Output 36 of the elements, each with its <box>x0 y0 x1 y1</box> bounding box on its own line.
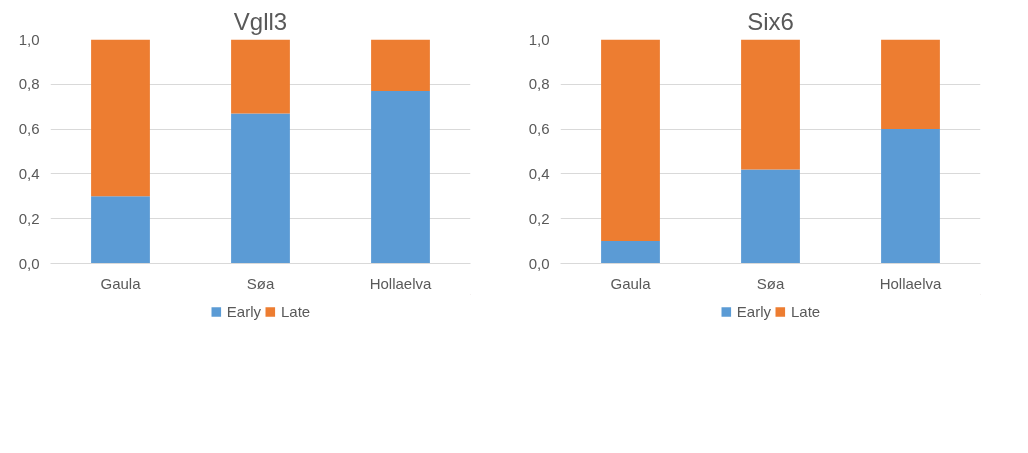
y-tick-label: 0,4 <box>18 164 40 182</box>
legend-label: Late <box>790 302 821 320</box>
x-tick-label: Søa <box>756 274 785 292</box>
y-tick-label: 0,2 <box>528 209 550 227</box>
y-tick-label: 0,4 <box>528 164 550 182</box>
y-tick-label: 0,8 <box>18 75 40 93</box>
y-tick-label: 0,0 <box>18 254 40 272</box>
bar <box>881 129 940 264</box>
bar <box>231 39 290 114</box>
x-tick-label: Hollaelva <box>879 274 943 292</box>
bar <box>881 39 940 130</box>
bar <box>741 169 800 264</box>
chart-title: Six6 <box>747 7 794 35</box>
y-tick-label: 1,0 <box>528 30 550 48</box>
bar <box>371 39 430 92</box>
bar <box>601 39 660 242</box>
bar <box>231 113 290 264</box>
legend-label: Late <box>280 302 311 320</box>
bar <box>371 91 430 264</box>
x-tick-label: Gaula <box>100 274 142 292</box>
legend-label: Early <box>736 302 771 320</box>
y-tick-label: 0,0 <box>528 254 550 272</box>
bar <box>91 196 150 264</box>
y-tick-label: 1,0 <box>18 30 40 48</box>
bar <box>601 241 660 264</box>
chart-title: Vgll3 <box>233 7 288 35</box>
bar <box>741 39 800 170</box>
legend-label: Early <box>226 302 261 320</box>
x-tick-label: Gaula <box>610 274 652 292</box>
x-tick-label: Hollaelva <box>369 274 433 292</box>
y-tick-label: 0,8 <box>528 75 550 93</box>
y-tick-label: 0,2 <box>18 209 40 227</box>
y-tick-label: 0,6 <box>528 120 550 138</box>
bar <box>91 39 150 197</box>
y-tick-label: 0,6 <box>18 120 40 138</box>
x-tick-label: Søa <box>246 274 275 292</box>
